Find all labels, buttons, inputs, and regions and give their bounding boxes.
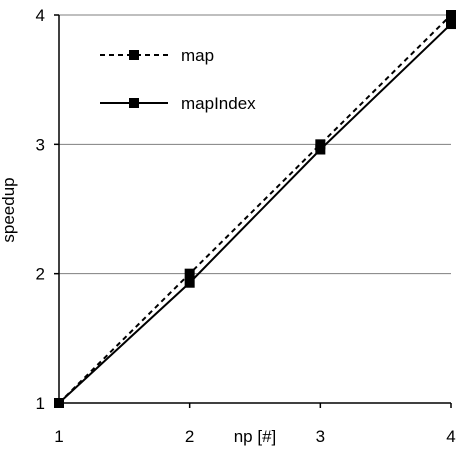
legend-label-map: map (181, 46, 214, 65)
legend-label-mapindex: mapIndex (181, 94, 256, 113)
point-mapindex-2 (184, 277, 195, 288)
tick-labels: 1 2 3 4 1 2 3 4 (36, 6, 456, 446)
x-tick-label-4: 4 (446, 427, 455, 446)
x-tick-label-3: 3 (316, 427, 325, 446)
legend: map mapIndex (100, 46, 256, 113)
legend-marker-map (129, 50, 139, 60)
legend-marker-mapindex (129, 98, 139, 108)
grid-lines (59, 14, 451, 275)
point-map-3 (315, 139, 326, 150)
point-mapindex-3 (315, 144, 326, 155)
y-tick-label-1: 1 (36, 394, 45, 413)
point-mapindex-4 (446, 19, 456, 30)
series (54, 10, 456, 408)
y-tick-label-4: 4 (36, 6, 45, 25)
point-map-4 (446, 10, 456, 20)
series-line-mapindex (58, 23, 452, 404)
series-mapindex (54, 19, 456, 408)
series-map (54, 10, 456, 408)
legend-item-mapindex: mapIndex (100, 94, 256, 113)
y-tick-label-3: 3 (36, 135, 45, 154)
y-axis-label: speedup (0, 177, 18, 242)
y-tick-label-2: 2 (36, 265, 45, 284)
x-axis-label: np [#] (234, 427, 277, 446)
series-line-map (58, 14, 452, 404)
point-mapindex-1 (54, 398, 64, 408)
legend-item-map: map (100, 46, 214, 65)
x-tick-label-2: 2 (185, 427, 194, 446)
x-tick-label-1: 1 (54, 427, 63, 446)
point-map-2 (184, 268, 195, 279)
